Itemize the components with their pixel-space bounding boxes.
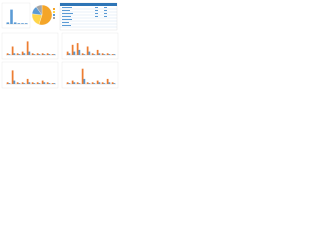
bar — [101, 82, 104, 84]
bar — [13, 22, 17, 24]
bar — [76, 82, 79, 84]
bar — [106, 53, 109, 55]
bar — [6, 22, 10, 24]
bar — [76, 43, 79, 55]
page: (() => { const data = JSON.parse(documen… — [0, 0, 320, 90]
table — [59, 2, 118, 31]
bar — [78, 49, 81, 55]
bar — [88, 51, 91, 55]
bar — [28, 51, 31, 55]
table-cells — [62, 7, 107, 26]
legend-swatch — [53, 14, 55, 16]
bar — [33, 54, 36, 55]
bar — [6, 53, 9, 55]
bar — [13, 53, 16, 55]
bar — [38, 54, 41, 55]
bar — [31, 82, 34, 84]
bar — [51, 83, 54, 84]
legend-swatch — [53, 8, 55, 10]
bar — [68, 53, 71, 55]
bar — [98, 53, 101, 55]
bar — [33, 83, 36, 84]
bar — [108, 54, 111, 55]
bar — [31, 53, 34, 55]
bar — [8, 54, 11, 55]
bar — [10, 9, 13, 24]
legend-swatch — [53, 11, 55, 13]
bar — [73, 51, 76, 55]
bar — [41, 53, 44, 55]
table-header — [60, 3, 117, 6]
panel — [1, 2, 31, 29]
bar — [13, 80, 16, 84]
bar — [111, 82, 114, 84]
bar — [96, 80, 99, 84]
bar — [68, 83, 71, 84]
bar — [23, 53, 26, 55]
bar — [48, 83, 51, 84]
bar — [111, 54, 114, 55]
pie-slice — [38, 4, 53, 26]
bar — [18, 54, 21, 55]
legend-swatch — [53, 17, 55, 19]
bar — [11, 70, 14, 84]
bar — [93, 83, 96, 84]
bar — [86, 82, 89, 84]
bar — [71, 44, 74, 55]
bar — [53, 83, 56, 84]
bar — [101, 53, 104, 55]
bar — [93, 54, 96, 55]
table-rows — [60, 8, 117, 28]
bar — [91, 82, 94, 84]
bar — [96, 49, 99, 55]
bar — [18, 83, 21, 84]
bar — [24, 23, 28, 24]
bar — [88, 83, 91, 84]
bar — [36, 53, 39, 55]
bar — [26, 41, 29, 55]
bar — [83, 78, 86, 84]
bar — [98, 82, 101, 84]
bar — [28, 82, 31, 84]
bar — [103, 83, 106, 84]
bar — [16, 53, 19, 55]
bar — [78, 83, 81, 84]
bar — [113, 83, 116, 84]
bar — [21, 82, 24, 84]
bar — [53, 54, 56, 55]
bar — [8, 83, 11, 84]
pie-slice — [35, 4, 43, 16]
bar — [38, 83, 41, 84]
bar — [23, 83, 26, 84]
bar — [43, 54, 46, 55]
bar — [66, 51, 69, 55]
bar — [46, 82, 49, 84]
bar — [16, 82, 19, 84]
bar — [103, 54, 106, 55]
bar — [81, 68, 84, 84]
bar — [108, 82, 111, 84]
bar — [21, 23, 24, 24]
bar — [11, 46, 14, 55]
bar — [71, 80, 74, 84]
bar — [48, 54, 51, 55]
bar — [51, 54, 54, 55]
bar — [46, 53, 49, 55]
bar — [91, 53, 94, 55]
bar — [113, 54, 116, 55]
bar — [6, 82, 9, 84]
bar — [83, 54, 86, 55]
bar — [106, 78, 109, 84]
bar — [36, 82, 39, 84]
dashboard — [1, 2, 119, 89]
bar — [41, 80, 44, 84]
bar — [73, 82, 76, 84]
bar — [86, 46, 89, 55]
bar — [81, 53, 84, 55]
bar — [26, 78, 29, 84]
bar — [66, 82, 69, 84]
bar — [43, 82, 46, 84]
bar — [17, 23, 21, 24]
bar — [21, 51, 24, 55]
